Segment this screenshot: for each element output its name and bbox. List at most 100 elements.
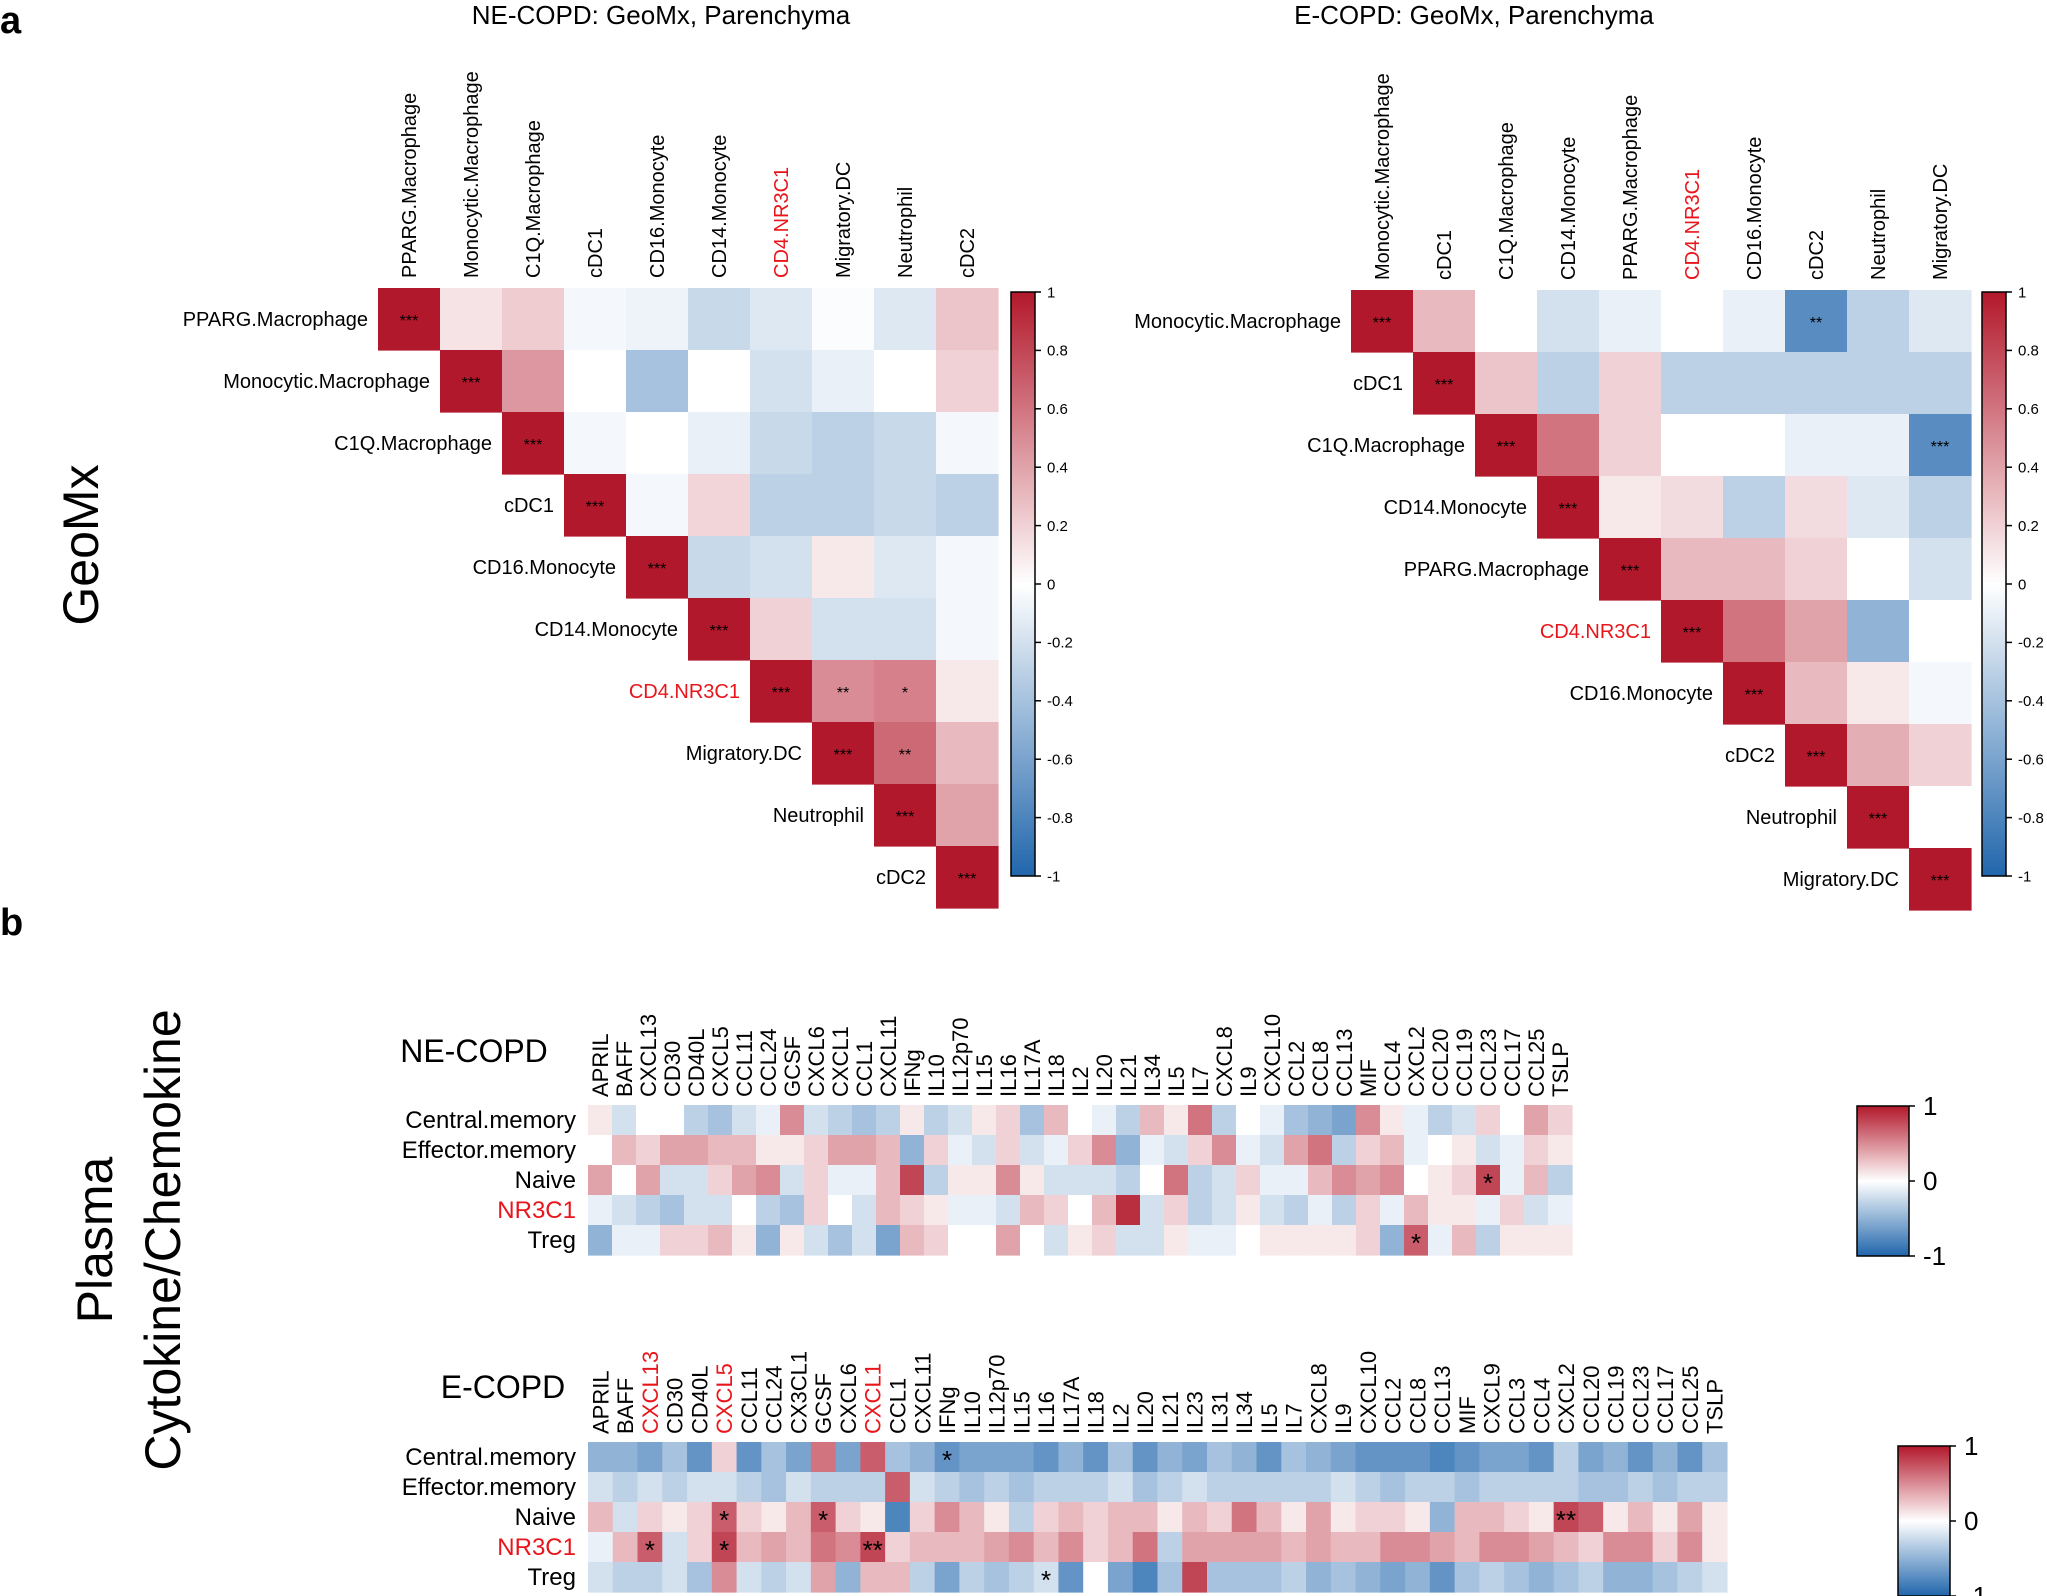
heatmap-cell [1553,1502,1579,1533]
heatmap-cell [804,1195,829,1226]
significance-stars: *** [1745,687,1764,704]
heatmap-cell [1188,1135,1213,1166]
col-label-cd30: CD30 [660,1041,685,1097]
col-label-ccl1: CCL1 [852,1041,877,1097]
row-label-cd14-monocyte: CD14.Monocyte [1384,497,1527,519]
col-label-cdc1: cDC1 [1434,230,1456,280]
heatmap-cell [1356,1165,1381,1196]
heatmap-cell [1454,1442,1480,1473]
heatmap-cell [637,1562,663,1593]
heatmap-cell [1260,1165,1285,1196]
heatmap-cell [708,1165,733,1196]
col-label-cd4-nr3c1: CD4.NR3C1 [771,167,793,278]
heatmap-cell [828,1135,853,1166]
heatmap-cell [1330,1442,1357,1473]
row-label-cytokine-chemokine: Cytokine/Chemokine [135,1009,191,1470]
heatmap-cell [1260,1225,1285,1256]
heatmap-cell [924,1165,949,1196]
heatmap-cell [1107,1442,1134,1473]
heatmap-cell [1524,1165,1549,1196]
heatmap-cell [874,412,937,475]
heatmap-cell [885,1502,911,1533]
heatmap-cell [1578,1442,1604,1473]
col-label-ccl1: CCL1 [886,1378,911,1434]
heatmap-cell [1723,352,1786,415]
col-label-il12p70: IL12p70 [948,1017,973,1097]
heatmap-cell [1413,290,1476,353]
col-label-cd14-monocyte: CD14.Monocyte [1558,137,1580,280]
col-label-migratory-dc: Migratory.DC [833,162,855,278]
heatmap-cell [900,1195,925,1226]
row-label-cd4-nr3c1: CD4.NR3C1 [629,681,740,703]
heatmap-cell [1083,1532,1109,1563]
heatmap-cell [1008,1532,1035,1563]
heatmap-cell [732,1225,757,1256]
heatmap-cell [1083,1502,1109,1533]
heatmap-cell [936,660,999,723]
heatmap-cell [1599,414,1662,477]
col-label-cd16-monocyte: CD16.Monocyte [647,135,669,278]
heatmap-cell [1188,1195,1213,1226]
heatmap-cell [637,1472,663,1503]
heatmap-cell [1428,1135,1453,1166]
heatmap-cell [1909,786,1972,849]
heatmap-cell [1231,1562,1258,1593]
heatmap-cell [996,1105,1021,1136]
heatmap-cell [885,1562,911,1593]
heatmap-cell [637,1502,663,1533]
heatmap-cell [732,1135,757,1166]
col-label-cxcl11: CXCL11 [876,1015,901,1097]
heatmap-cell [736,1562,762,1593]
significance-stars: * [1411,1228,1421,1258]
heatmap-cell [1528,1532,1555,1563]
heatmap-cell [1404,1105,1429,1136]
heatmap-cell [750,598,813,661]
heatmap-cell [1256,1472,1282,1503]
e-copd-geomx-parenchyma-colorbar-tick-label: -1 [2018,868,2031,885]
heatmap-cell [804,1165,829,1196]
heatmap-cell [612,1135,637,1166]
heatmap-cell [1452,1165,1477,1196]
heatmap-cell [1236,1195,1261,1226]
heatmap-cell [1599,476,1662,539]
heatmap-cell [1723,600,1786,663]
heatmap-cell [1909,538,1972,601]
heatmap-cell [1044,1225,1069,1256]
col-label-ccl23: CCL23 [1628,1366,1653,1434]
heatmap-cell [1008,1442,1035,1473]
heatmap-cell [1044,1135,1069,1166]
col-label-cxcl10: CXCL10 [1356,1351,1381,1434]
heatmap-cell [684,1105,709,1136]
heatmap-cell [984,1562,1010,1593]
heatmap-cell [948,1225,973,1256]
heatmap-cell [1847,786,1910,849]
heatmap-cell [1652,1532,1679,1563]
heatmap-cell [1723,476,1786,539]
heatmap-cell [828,1105,853,1136]
heatmap-cell [1524,1135,1549,1166]
heatmap-cell [1356,1225,1381,1256]
col-label-ccl23: CCL23 [1476,1029,1501,1097]
heatmap-cell [1652,1502,1679,1533]
heatmap-cell [1909,290,1972,353]
col-label-cxcl1: CXCL1 [861,1363,886,1434]
heatmap-cell [1677,1532,1703,1563]
heatmap-cell [1182,1562,1208,1593]
heatmap-cell [934,1562,960,1593]
heatmap-cell [1058,1562,1084,1593]
heatmap-cell [1207,1442,1233,1473]
col-label-ccl19: CCL19 [1604,1366,1629,1434]
heatmap-cell [588,1442,614,1473]
col-label-ccl4: CCL4 [1529,1378,1554,1434]
heatmap-cell [761,1532,787,1563]
heatmap-cell [1182,1532,1208,1563]
heatmap-cell [1476,1105,1501,1136]
row-label-nr3c1: NR3C1 [497,1197,576,1224]
heatmap-cell [1723,290,1786,353]
heatmap-cell [1116,1105,1141,1136]
heatmap-cell [1380,1502,1406,1533]
heatmap-cell [1785,476,1848,539]
heatmap-cell [786,1562,812,1593]
significance-stars: * [1041,1565,1051,1595]
col-label-cxcl5: CXCL5 [712,1363,737,1434]
